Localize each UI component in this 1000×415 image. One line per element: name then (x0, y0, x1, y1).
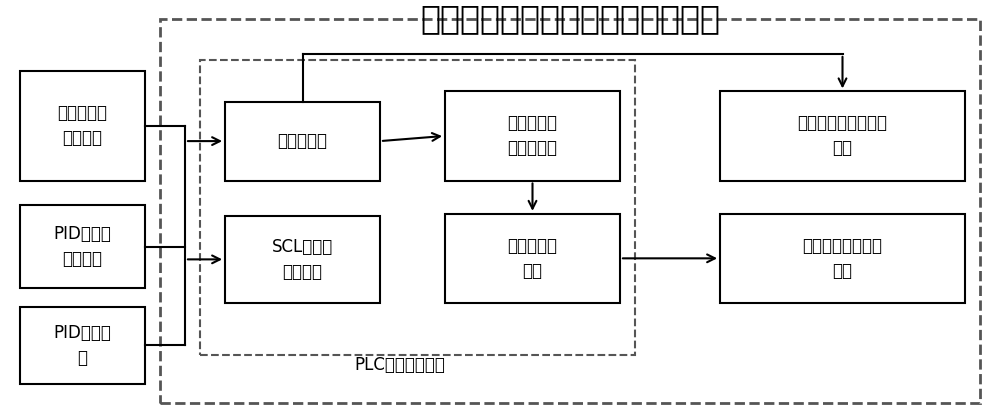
FancyBboxPatch shape (20, 205, 145, 288)
FancyBboxPatch shape (720, 91, 965, 181)
FancyBboxPatch shape (20, 71, 145, 181)
FancyBboxPatch shape (445, 91, 620, 181)
FancyBboxPatch shape (720, 214, 965, 303)
Text: PLC沙盒仿真模块: PLC沙盒仿真模块 (355, 356, 445, 374)
Text: 控制、被控
对象数据: 控制、被控 对象数据 (58, 104, 108, 147)
FancyBboxPatch shape (225, 102, 380, 181)
FancyBboxPatch shape (225, 216, 380, 303)
Text: PID程序代
码: PID程序代 码 (54, 324, 111, 367)
Text: 通讯子系统: 通讯子系统 (278, 132, 328, 150)
FancyBboxPatch shape (20, 307, 145, 384)
Text: 执行引擎子
系统: 执行引擎子 系统 (508, 237, 558, 280)
FancyBboxPatch shape (445, 214, 620, 303)
Text: 控制对象异常检测
模块: 控制对象异常检测 模块 (802, 237, 883, 280)
Text: 被控制对象异常检测
模块: 被控制对象异常检测 模块 (798, 115, 888, 157)
Text: PID初始化
配置文件: PID初始化 配置文件 (54, 225, 111, 269)
Text: 中间层数据
缓存子系统: 中间层数据 缓存子系统 (508, 115, 558, 157)
FancyBboxPatch shape (160, 19, 980, 403)
Text: 基于沙盒仿真的工控入侵检测系统: 基于沙盒仿真的工控入侵检测系统 (420, 2, 720, 35)
Text: SCL语言解
释子系统: SCL语言解 释子系统 (272, 238, 333, 281)
